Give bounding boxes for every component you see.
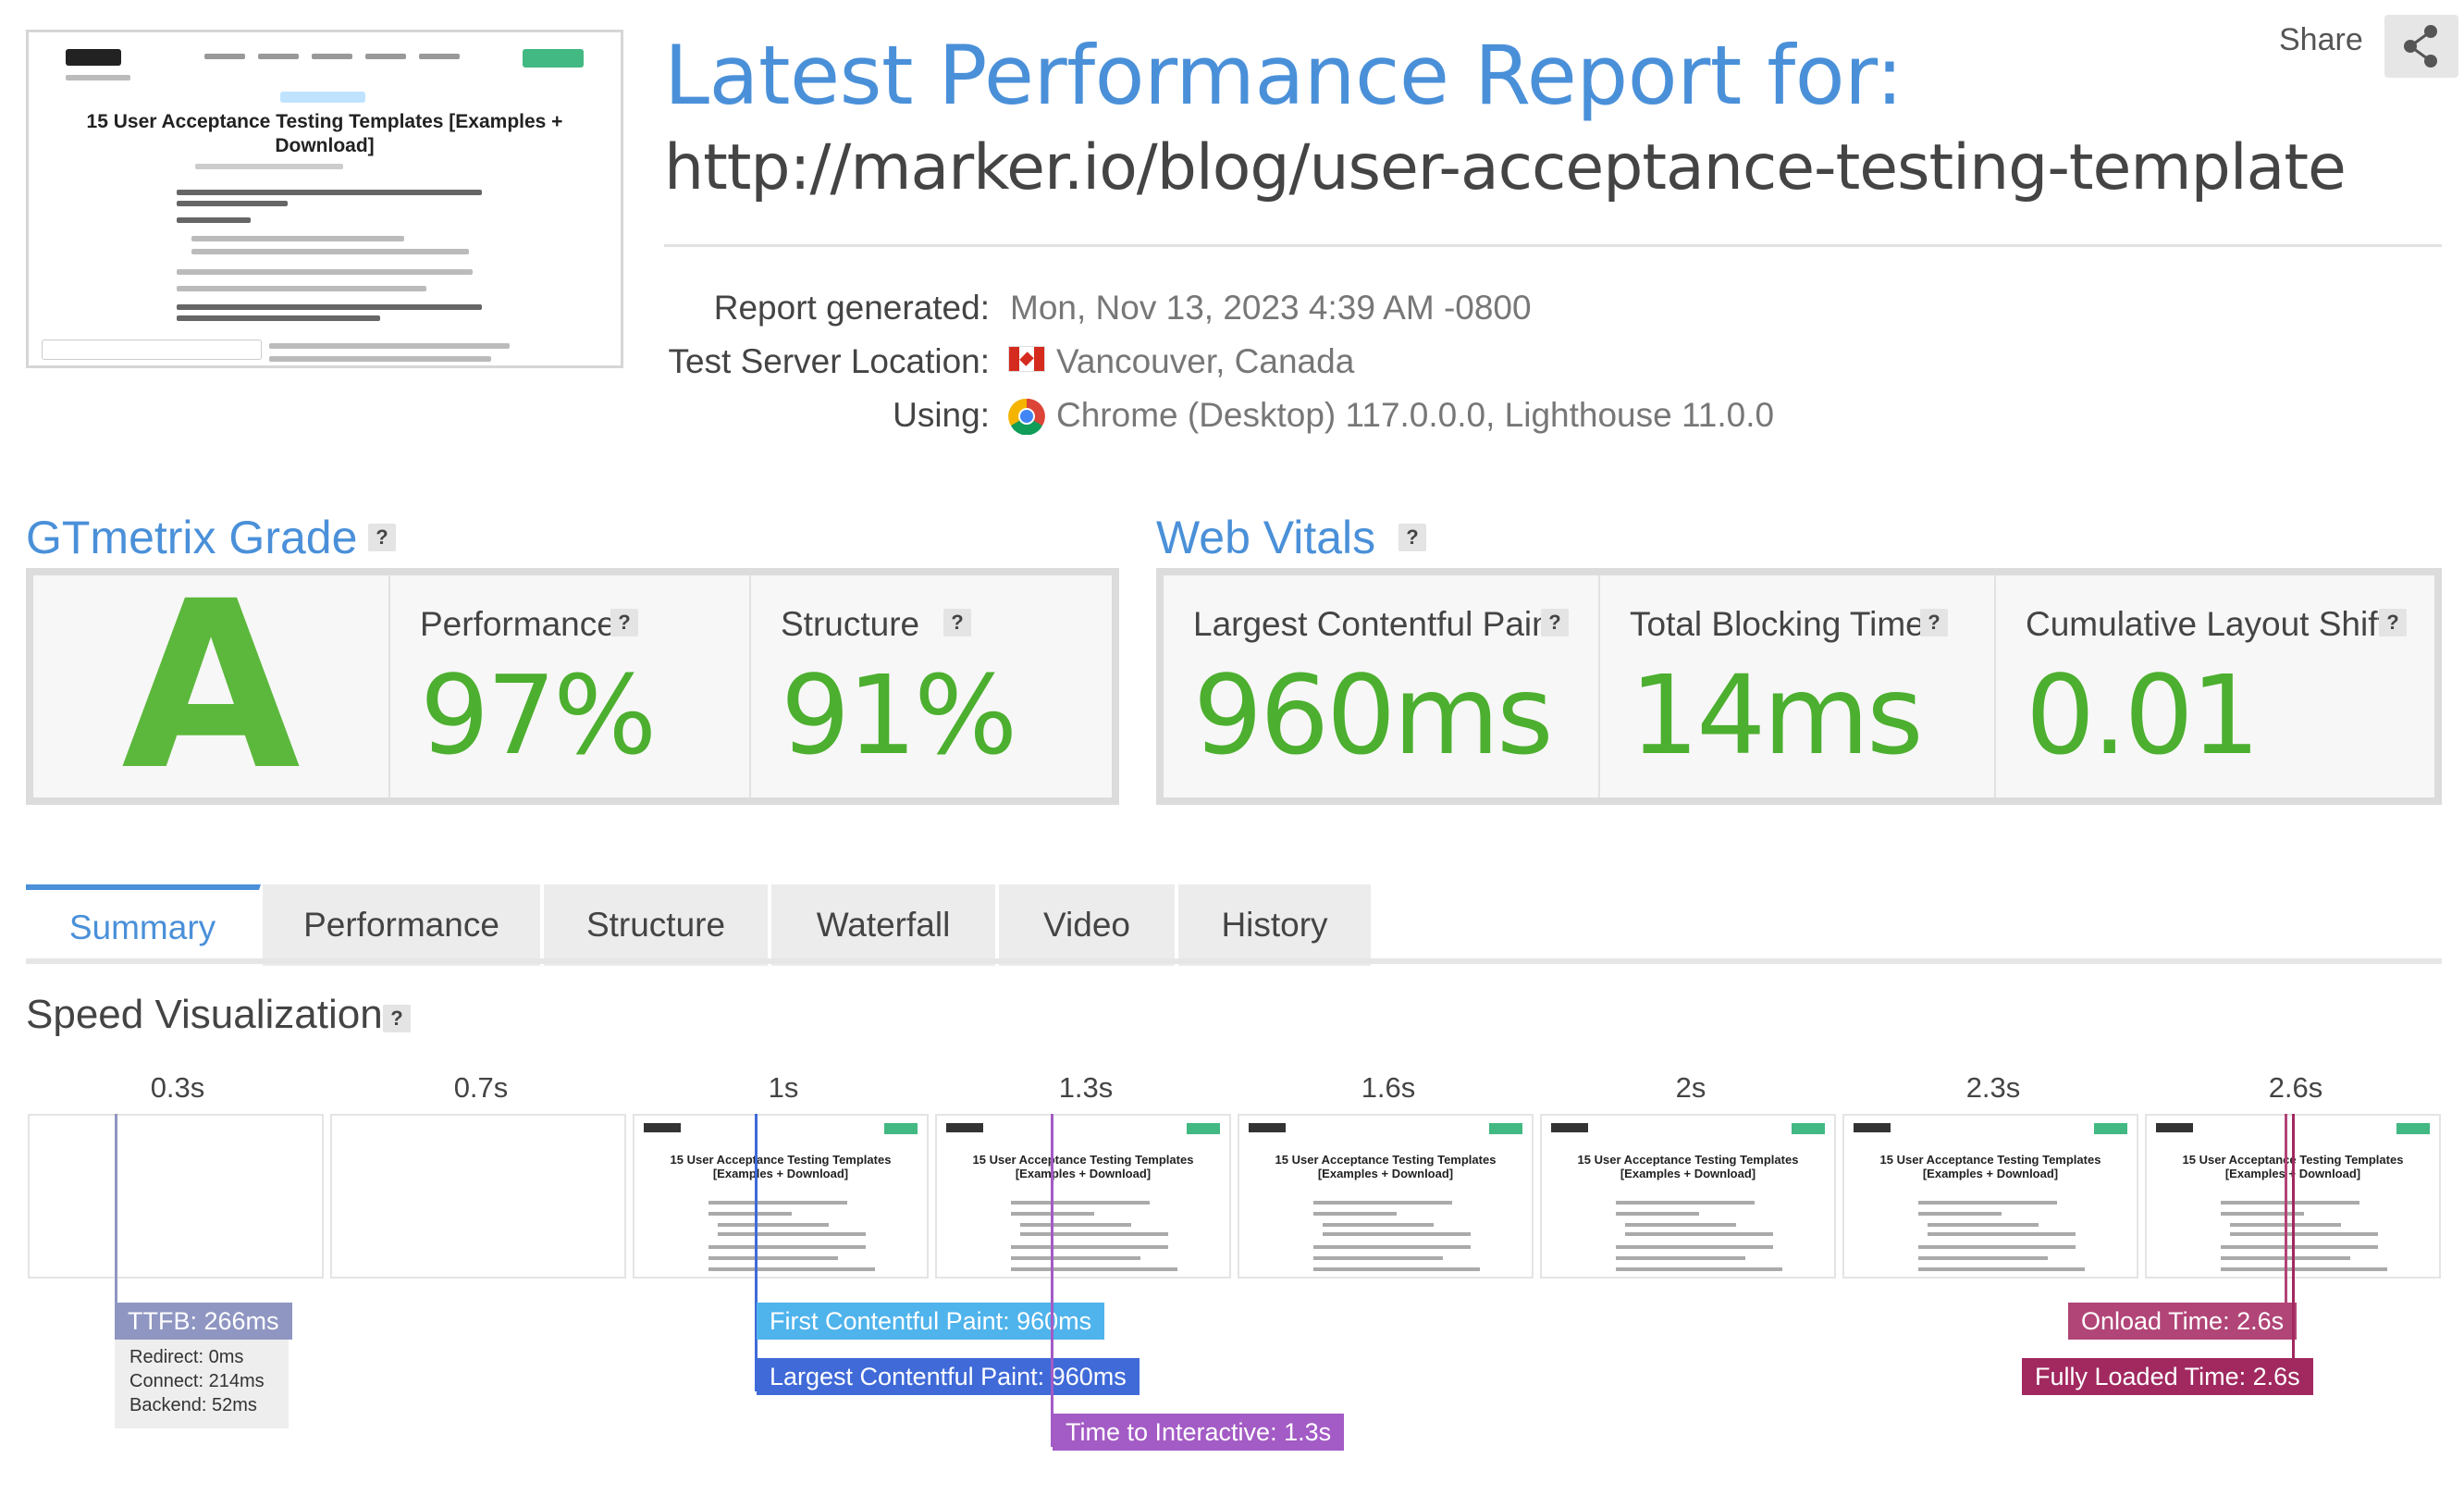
onload-marker — [2285, 1114, 2287, 1340]
ttfb-backend: Backend: 52ms — [129, 1395, 257, 1415]
filmstrip-frame[interactable] — [28, 1114, 324, 1279]
filmstrip-frame[interactable]: 15 User Acceptance Testing Templates [Ex… — [1540, 1114, 1836, 1279]
gtmetrix-grade-help-icon[interactable]: ? — [368, 524, 396, 551]
speed-visualization-help-icon[interactable]: ? — [383, 1005, 411, 1032]
frame-title: 15 User Acceptance Testing Templates [Ex… — [1577, 1153, 1799, 1180]
thumbnail-cta — [523, 49, 584, 68]
thumbnail-title: 15 User Acceptance Testing Templates [Ex… — [86, 111, 563, 156]
fcp-lcp-marker — [755, 1114, 758, 1391]
thumbnail-nav — [66, 49, 584, 73]
filmstrip-frame[interactable]: 15 User Acceptance Testing Templates [Ex… — [1842, 1114, 2138, 1279]
filmstrip-frame[interactable]: 15 User Acceptance Testing Templates [Ex… — [935, 1114, 1231, 1279]
frame-time-label: 1s — [768, 1071, 799, 1104]
tab-summary[interactable]: Summary — [26, 884, 261, 966]
ttfb-breakdown: Redirect: 0ms Connect: 214ms Backend: 52… — [115, 1340, 289, 1428]
test-server-location-value: Vancouver, Canada — [1056, 342, 1355, 380]
structure-cell: Structure ? 91% — [751, 575, 1112, 797]
test-server-location-label: Test Server Location: — [668, 342, 990, 380]
frame-time-label: 2s — [1675, 1071, 1706, 1104]
filmstrip-frame[interactable]: 15 User Acceptance Testing Templates [Ex… — [633, 1114, 929, 1279]
fully-loaded-label: Fully Loaded Time: 2.6s — [2022, 1358, 2313, 1395]
header-divider — [664, 244, 2442, 247]
tab-history[interactable]: History — [1178, 884, 1371, 966]
share-icon — [2404, 25, 2437, 68]
frame-title: 15 User Acceptance Testing Templates [Ex… — [670, 1153, 892, 1180]
speed-visualization-heading: Speed Visualization — [26, 992, 383, 1037]
tbt-label: Total Blocking Time — [1630, 605, 1925, 643]
onload-label: Onload Time: 2.6s — [2068, 1303, 2298, 1340]
gtmetrix-grade-heading: GTmetrix Grade — [26, 512, 358, 563]
filmstrip-frame[interactable] — [330, 1114, 626, 1279]
web-vitals-heading: Web Vitals — [1156, 512, 1376, 563]
structure-label: Structure — [781, 605, 920, 643]
performance-value: 97% — [420, 651, 657, 779]
share-button[interactable] — [2384, 15, 2458, 78]
report-title: Latest Performance Report for: — [664, 28, 1903, 123]
gtmetrix-grade-panel: A Performance ? 97% Structure ? 91% — [26, 568, 1119, 805]
page-thumbnail[interactable]: 15 User Acceptance Testing Templates [Ex… — [26, 30, 623, 368]
tti-marker — [1051, 1114, 1053, 1447]
web-vitals-help-icon[interactable]: ? — [1398, 524, 1426, 551]
grade-letter: A — [121, 551, 301, 821]
ttfb-redirect: Redirect: 0ms — [129, 1347, 244, 1367]
report-generated-value: Mon, Nov 13, 2023 4:39 AM -0800 — [1010, 289, 1532, 327]
frame-time-label: 0.7s — [453, 1071, 509, 1104]
tti-label: Time to Interactive: 1.3s — [1053, 1414, 1345, 1451]
performance-help-icon[interactable]: ? — [610, 609, 638, 636]
grade-cell: A — [33, 551, 390, 821]
using-value: Chrome (Desktop) 117.0.0.0, Lighthouse 1… — [1056, 396, 1775, 434]
frame-time-label: 2.6s — [2268, 1071, 2323, 1104]
structure-value: 91% — [781, 651, 1017, 779]
tbt-cell: Total Blocking Time ? 14ms — [1600, 575, 1996, 797]
frame-title: 15 User Acceptance Testing Templates [Ex… — [1879, 1153, 2101, 1180]
tab-video[interactable]: Video — [999, 884, 1177, 966]
thumbnail-logo — [66, 49, 121, 66]
fully-loaded-marker — [2292, 1114, 2295, 1395]
lcp-label: Largest Contentful Paint — [1193, 605, 1560, 643]
cls-label: Cumulative Layout Shift — [2026, 605, 2387, 643]
using-label: Using: — [893, 396, 990, 434]
lcp-value: 960ms — [1193, 651, 1554, 779]
chrome-icon — [1008, 398, 1045, 435]
ttfb-connect: Connect: 214ms — [129, 1371, 265, 1391]
filmstrip-frame[interactable]: 15 User Acceptance Testing Templates [Ex… — [1238, 1114, 1534, 1279]
frame-time-label: 1.6s — [1361, 1071, 1416, 1104]
report-generated-label: Report generated: — [713, 289, 990, 327]
thumbnail-cookie-banner — [42, 340, 262, 360]
tab-performance[interactable]: Performance — [263, 884, 542, 966]
cls-help-icon[interactable]: ? — [2379, 609, 2407, 636]
tab-structure[interactable]: Structure — [544, 884, 770, 966]
frame-time-label: 2.3s — [1965, 1071, 2021, 1104]
cls-cell: Cumulative Layout Shift ? 0.01 — [1996, 575, 2434, 797]
lcp-cell: Largest Contentful Paint ? 960ms — [1164, 575, 1600, 797]
ttfb-marker — [115, 1114, 117, 1345]
performance-label: Performance — [420, 605, 616, 643]
tabs-underline — [26, 958, 2442, 964]
tbt-value: 14ms — [1630, 651, 1924, 779]
ttfb-label: TTFB: 266ms — [115, 1303, 292, 1340]
frame-title: 15 User Acceptance Testing Templates [Ex… — [1275, 1153, 1497, 1180]
fcp-label: First Contentful Paint: 960ms — [757, 1303, 1105, 1340]
structure-help-icon[interactable]: ? — [943, 609, 971, 636]
frame-time-label: 0.3s — [150, 1071, 205, 1104]
canada-flag-icon — [1008, 346, 1045, 372]
cls-value: 0.01 — [2026, 651, 2261, 779]
thumbnail-badge — [280, 92, 365, 103]
frame-title: 15 User Acceptance Testing Templates [Ex… — [972, 1153, 1194, 1180]
web-vitals-panel: Largest Contentful Paint ? 960ms Total B… — [1156, 568, 2442, 805]
report-url[interactable]: http://marker.io/blog/user-acceptance-te… — [664, 131, 2347, 204]
frame-time-label: 1.3s — [1058, 1071, 1114, 1104]
tbt-help-icon[interactable]: ? — [1920, 609, 1948, 636]
performance-cell: Performance ? 97% — [390, 575, 751, 797]
lcp-help-icon[interactable]: ? — [1541, 609, 1569, 636]
tab-waterfall[interactable]: Waterfall — [771, 884, 997, 966]
lcp-marker-label: Largest Contentful Paint: 960ms — [757, 1358, 1140, 1395]
share-label[interactable]: Share — [2279, 22, 2363, 57]
